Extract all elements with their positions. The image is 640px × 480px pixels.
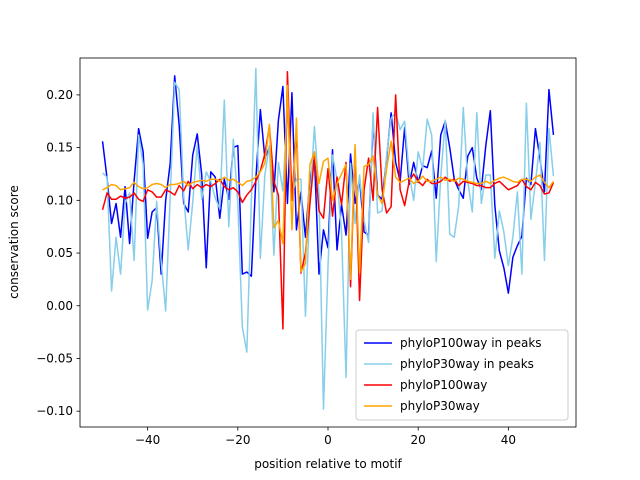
x-tick-label: 0 — [324, 433, 332, 447]
x-tick-label: −20 — [225, 433, 250, 447]
legend-box — [355, 329, 569, 421]
y-tick-label: 0.10 — [46, 193, 73, 207]
y-axis: −0.10 −0.05 0.00 0.05 0.10 0.15 0.20 — [36, 88, 80, 418]
series-line-0 — [101, 75, 555, 294]
x-tick-label: 20 — [411, 433, 426, 447]
y-tick-label: 0.05 — [46, 246, 73, 260]
x-axis: −40 −20 0 20 40 — [135, 427, 516, 447]
x-tick-label: −40 — [135, 433, 160, 447]
series-line-2 — [101, 70, 555, 330]
y-tick-label: −0.10 — [36, 404, 73, 418]
legend-label: phyloP100way — [400, 378, 487, 392]
series-layer — [101, 67, 555, 410]
legend-label: phyloP30way in peaks — [400, 357, 534, 371]
legend-label: phyloP30way — [400, 399, 480, 413]
y-tick-label: 0.00 — [46, 299, 73, 313]
x-tick-label: 40 — [501, 433, 516, 447]
legend-label: phyloP100way in peaks — [400, 336, 542, 350]
series-line-1 — [102, 67, 555, 410]
y-tick-label: 0.15 — [46, 141, 73, 155]
legend: phyloP100way in peaks phyloP30way in peak… — [355, 329, 569, 421]
y-axis-label: conservation score — [7, 185, 21, 299]
x-axis-label: position relative to motif — [254, 457, 402, 471]
y-tick-label: −0.05 — [36, 351, 73, 365]
y-tick-label: 0.20 — [46, 88, 73, 102]
series-line-3 — [102, 84, 555, 281]
